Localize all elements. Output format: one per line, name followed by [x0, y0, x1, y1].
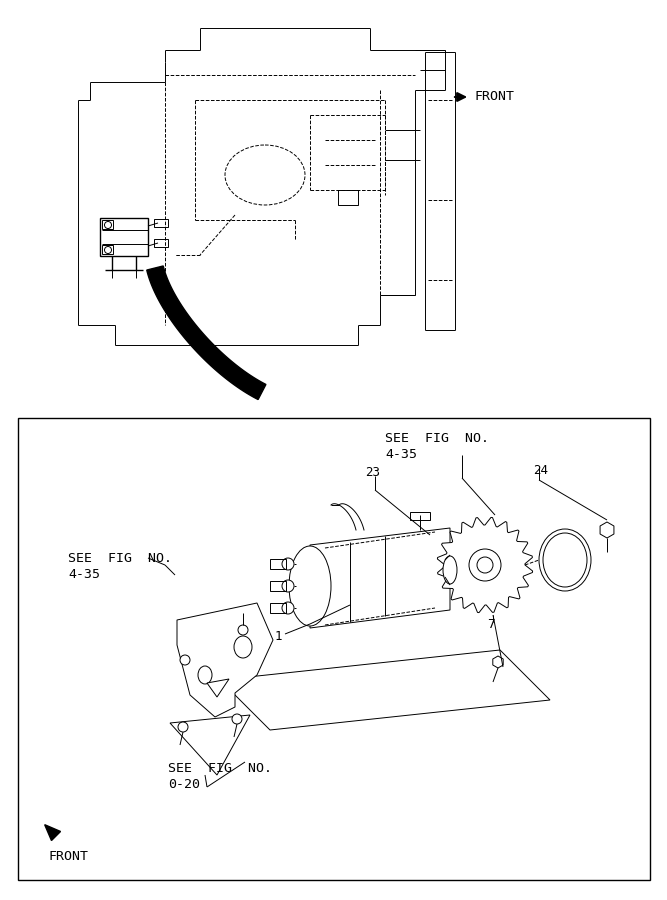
Text: SEE  FIG  NO.: SEE FIG NO.: [385, 432, 489, 445]
Ellipse shape: [234, 636, 252, 658]
Bar: [18, 418, 650, 880]
Polygon shape: [170, 715, 250, 775]
Text: 23: 23: [365, 466, 380, 479]
Text: 24: 24: [533, 464, 548, 477]
Bar: [338, 190, 358, 205]
Text: FRONT: FRONT: [474, 91, 514, 104]
Circle shape: [282, 602, 294, 614]
Ellipse shape: [443, 556, 457, 584]
Circle shape: [477, 557, 493, 573]
Circle shape: [238, 625, 248, 635]
Bar: [154, 219, 168, 227]
Bar: [270, 559, 286, 569]
Circle shape: [232, 714, 242, 724]
Text: FRONT: FRONT: [48, 850, 88, 863]
Bar: [270, 581, 286, 591]
Bar: [100, 218, 148, 256]
Polygon shape: [207, 679, 229, 697]
Polygon shape: [310, 528, 450, 628]
Circle shape: [180, 655, 190, 665]
Bar: [410, 512, 430, 520]
Polygon shape: [438, 518, 533, 613]
Bar: [154, 239, 168, 247]
Circle shape: [282, 558, 294, 570]
Text: 4-35: 4-35: [68, 568, 100, 581]
Polygon shape: [147, 266, 266, 400]
Text: 1: 1: [275, 630, 283, 643]
Bar: [102, 245, 113, 254]
Circle shape: [178, 722, 188, 732]
Polygon shape: [45, 824, 61, 841]
Text: 4-35: 4-35: [385, 448, 417, 461]
Circle shape: [282, 580, 294, 592]
Text: SEE  FIG  NO.: SEE FIG NO.: [168, 762, 272, 775]
Polygon shape: [493, 656, 503, 668]
Bar: [102, 220, 113, 229]
Text: 0-20: 0-20: [168, 778, 200, 791]
Bar: [270, 603, 286, 613]
Polygon shape: [600, 522, 614, 538]
Ellipse shape: [198, 666, 212, 684]
Circle shape: [469, 549, 501, 581]
Ellipse shape: [289, 546, 331, 626]
Polygon shape: [177, 603, 273, 717]
Text: 7: 7: [487, 618, 494, 631]
Text: SEE  FIG  NO.: SEE FIG NO.: [68, 552, 172, 565]
